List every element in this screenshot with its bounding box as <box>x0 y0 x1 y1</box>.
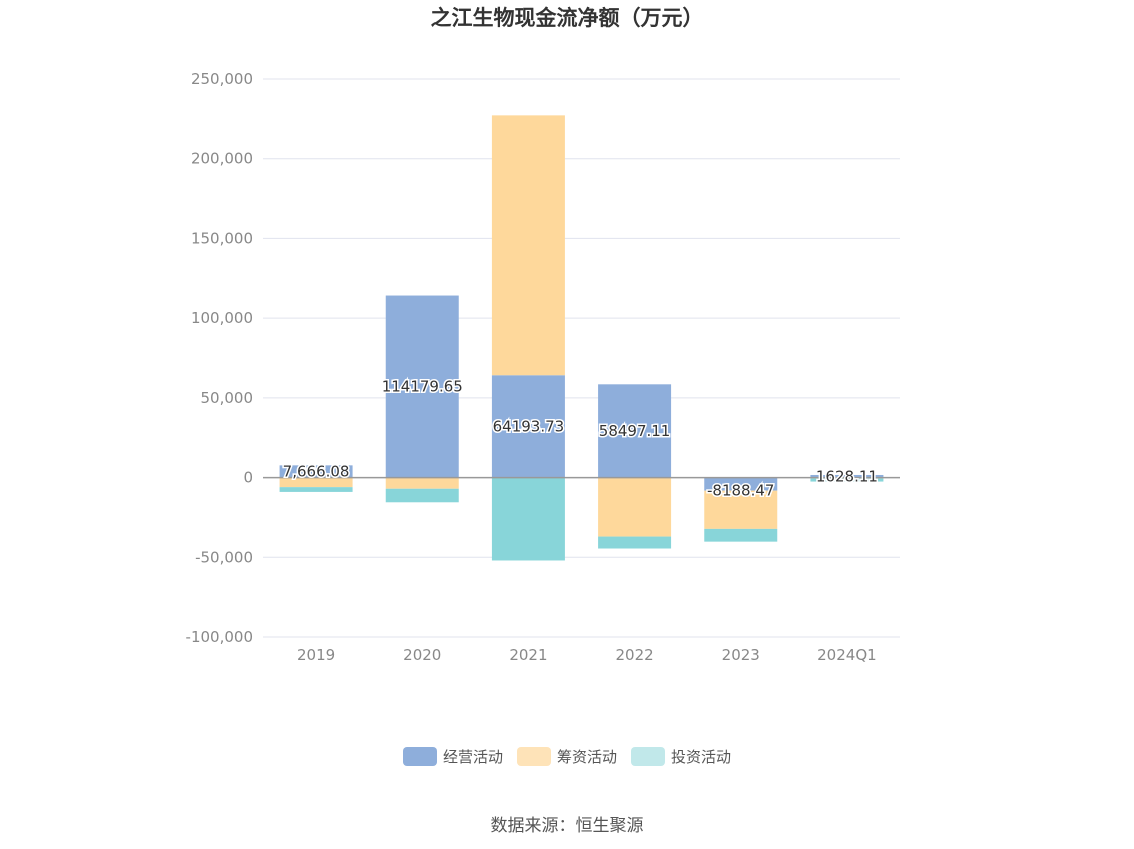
y-tick-label: 0 <box>243 469 253 487</box>
legend-swatch-financing <box>516 747 551 766</box>
bar-1-2020 <box>385 477 459 489</box>
x-tick-label: 2024Q1 <box>817 646 877 664</box>
data-label: 7,666.08 <box>283 462 350 480</box>
y-tick-label: 100,000 <box>191 309 253 327</box>
legend-label-operating: 经营活动 <box>442 748 503 766</box>
legend-label-investing: 投资活动 <box>671 748 732 766</box>
bar-0-2024Q1 <box>810 474 884 478</box>
data-label: 1628.11 <box>816 467 878 485</box>
data-source: 数据来源：恒生聚源 <box>490 816 644 836</box>
y-tick-label: -100,000 <box>186 628 253 646</box>
bar-1-2021 <box>491 115 565 376</box>
bar-0-2020 <box>385 295 459 478</box>
bar-2-2023 <box>704 528 778 542</box>
bar-0-2019 <box>279 465 353 478</box>
bar-1-2022 <box>598 477 672 537</box>
bar-2-2022 <box>598 536 672 549</box>
legend-swatch-operating <box>402 747 437 766</box>
y-tick-label: 50,000 <box>201 389 254 407</box>
data-label: 114179.65 <box>382 378 463 396</box>
bar-2-2019 <box>279 487 353 492</box>
x-tick-label: 2021 <box>509 646 547 664</box>
legend-label-financing: 筹资活动 <box>556 748 617 766</box>
legend: 经营活动 筹资活动 投资活动 <box>0 746 1134 767</box>
bar-2-2024Q1 <box>810 478 884 482</box>
x-tick-label: 2019 <box>297 646 335 664</box>
legend-swatch-investing <box>631 747 665 766</box>
chart-title: 之江生物现金流净额（万元） <box>430 6 704 30</box>
x-tick-label: 2023 <box>722 646 760 664</box>
y-tick-label: 250,000 <box>191 70 253 88</box>
bar-0-2023 <box>704 477 778 491</box>
bar-1-2019 <box>279 477 353 488</box>
y-tick-label: 150,000 <box>191 229 253 247</box>
x-tick-label: 2020 <box>403 646 441 664</box>
legend-item-investing[interactable]: 投资活动 <box>631 746 731 767</box>
bar-0-2022 <box>598 384 672 478</box>
bar-0-2021 <box>491 375 565 478</box>
legend-item-operating[interactable]: 经营活动 <box>402 746 503 767</box>
y-tick-label: -50,000 <box>195 548 253 566</box>
bar-2-2021 <box>491 477 565 561</box>
x-tick-label: 2022 <box>615 646 653 664</box>
data-label: 58497.11 <box>599 422 671 440</box>
y-tick-label: 200,000 <box>191 150 253 168</box>
legend-item-financing[interactable]: 筹资活动 <box>516 746 617 767</box>
data-label: 64193.73 <box>493 417 565 435</box>
bar-1-2023 <box>704 490 778 529</box>
data-label: -8188.47 <box>707 482 774 500</box>
bar-2-2020 <box>385 488 459 503</box>
